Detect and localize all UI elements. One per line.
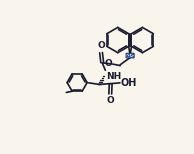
Text: As: As (125, 53, 135, 59)
Text: O: O (105, 59, 112, 68)
Text: OH: OH (121, 78, 137, 88)
Text: O: O (97, 41, 105, 50)
Text: O: O (106, 96, 114, 105)
Text: NH: NH (106, 72, 121, 81)
FancyBboxPatch shape (126, 53, 134, 58)
